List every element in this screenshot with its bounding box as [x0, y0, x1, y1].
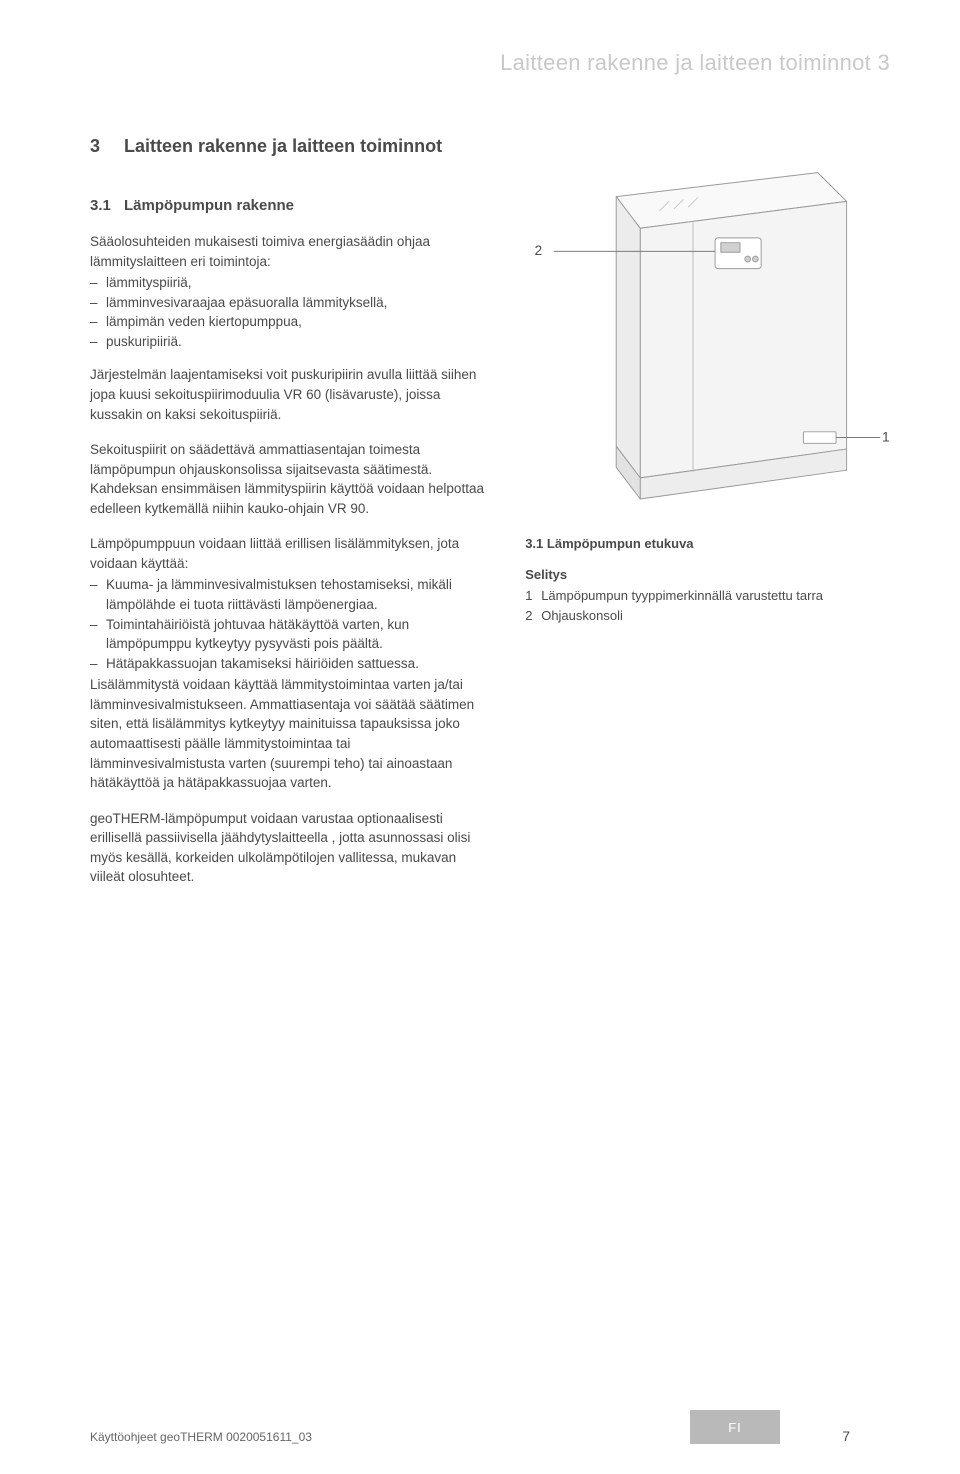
legend-item: 2Ohjauskonsoli — [525, 606, 890, 626]
intro-paragraph: Sääolosuhteiden mukaisesti toimiva energ… — [90, 232, 485, 271]
section-heading: 3Laitteen rakenne ja laitteen toiminnot — [90, 136, 485, 157]
section-title: Laitteen rakenne ja laitteen toiminnot — [124, 136, 442, 156]
callout-1-label: 1 — [882, 429, 889, 444]
figure-heat-pump: 2 1 — [525, 136, 890, 526]
list-item: lämminvesivaraajaa epäsuoralla lämmityks… — [90, 293, 485, 313]
legend-head: Selitys — [525, 567, 890, 582]
para3-list: Kuuma- ja lämminvesivalmistuksen tehosta… — [90, 575, 485, 673]
right-column: 2 1 3.1 Lämpöpumpun etukuva Selitys 1Läm… — [525, 136, 890, 903]
heat-pump-svg: 2 1 — [525, 136, 890, 526]
intro-list: lämmityspiiriä, lämminvesivaraajaa epäsu… — [90, 273, 485, 351]
legend-index: 2 — [525, 606, 541, 626]
content-columns: 3Laitteen rakenne ja laitteen toiminnot … — [90, 136, 890, 903]
footer-doc-id: Käyttöohjeet geoTHERM 0020051611_03 — [90, 1430, 312, 1444]
language-tab: FI — [690, 1410, 780, 1444]
subsection-title: Lämpöpumpun rakenne — [124, 197, 294, 214]
legend-text: Lämpöpumpun tyyppimerkinnällä varustettu… — [541, 588, 823, 603]
running-head: Laitteen rakenne ja laitteen toiminnot 3 — [90, 50, 890, 76]
callout-2-label: 2 — [535, 243, 542, 258]
page-number: 7 — [842, 1428, 890, 1444]
figure-caption: 3.1 Lämpöpumpun etukuva — [525, 536, 890, 551]
paragraph: geoTHERM-lämpöpumput voidaan varustaa op… — [90, 809, 485, 887]
list-item: Hätäpakkassuojan takamiseksi häiriöiden … — [90, 654, 485, 674]
paragraph-lead: Lämpöpumppuun voidaan liittää erillisen … — [90, 534, 485, 573]
caption-number: 3.1 — [525, 536, 543, 551]
list-item: Toimintahäiriöistä johtuvaa hätäkäyttöä … — [90, 615, 485, 654]
list-item: lämmityspiiriä, — [90, 273, 485, 293]
paragraph: Sekoituspiirit on säädettävä ammattiasen… — [90, 440, 485, 518]
list-item: lämpimän veden kiertopumppua, — [90, 312, 485, 332]
page-footer: Käyttöohjeet geoTHERM 0020051611_03 7 FI — [90, 1428, 890, 1444]
list-item: puskuripiiriä. — [90, 332, 485, 352]
legend-text: Ohjauskonsoli — [541, 608, 623, 623]
paragraph: Lisälämmitystä voidaan käyttää lämmityst… — [90, 675, 485, 792]
paragraph: Järjestelmän laajentamiseksi voit puskur… — [90, 365, 485, 424]
legend-item: 1Lämpöpumpun tyyppimerkinnällä varustett… — [525, 586, 890, 606]
subsection-heading: 3.1Lämpöpumpun rakenne — [90, 197, 485, 214]
list-item: Kuuma- ja lämminvesivalmistuksen tehosta… — [90, 575, 485, 614]
section-number: 3 — [90, 136, 124, 157]
caption-text: Lämpöpumpun etukuva — [547, 536, 694, 551]
subsection-number: 3.1 — [90, 197, 124, 214]
legend-index: 1 — [525, 586, 541, 606]
left-column: 3Laitteen rakenne ja laitteen toiminnot … — [90, 136, 485, 903]
